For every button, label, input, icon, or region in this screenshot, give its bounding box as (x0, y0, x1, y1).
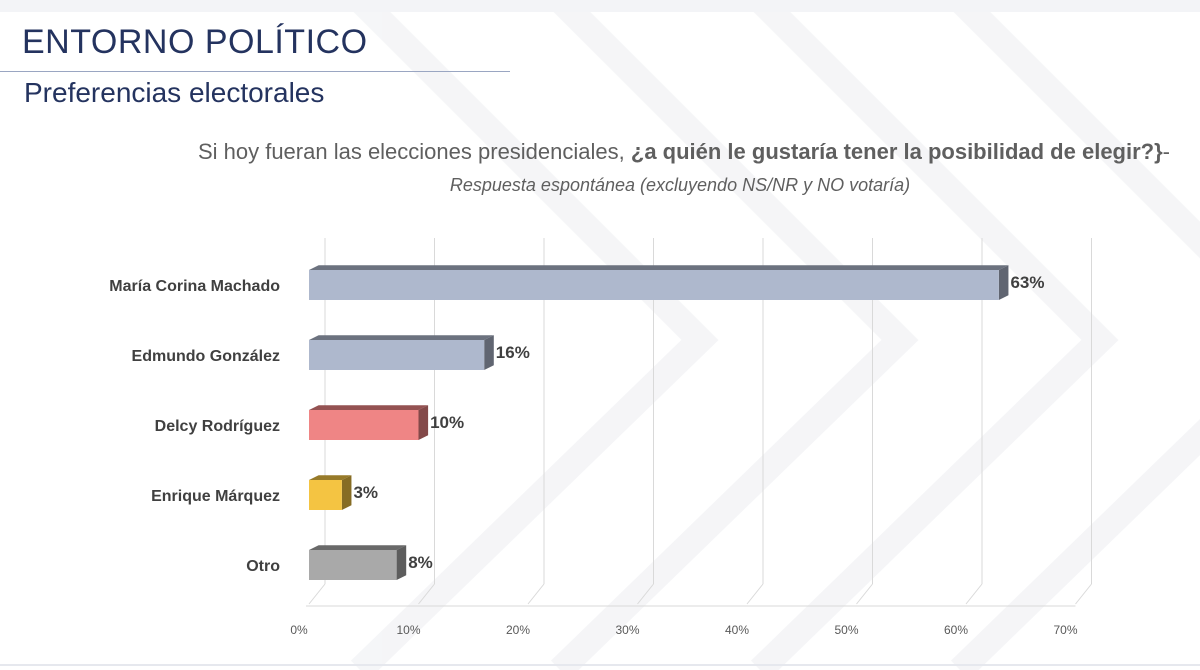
footer-rule (0, 664, 1200, 666)
data-label: 16% (496, 343, 530, 362)
bar-top-face (309, 405, 429, 410)
bar-top-face (309, 265, 1009, 270)
gridline-perspective (746, 583, 764, 605)
gridline-perspective (856, 583, 873, 605)
gridline-perspective (1075, 583, 1092, 605)
bar-side-face (341, 475, 352, 510)
category-label: María Corina Machado (109, 278, 280, 295)
bar-side-face (484, 335, 494, 370)
x-tick-label: 60% (944, 623, 968, 637)
bar-top-face (309, 545, 407, 550)
title-divider (0, 71, 510, 72)
bar (309, 340, 485, 370)
bar-side-face (396, 545, 407, 580)
x-tick-label: 0% (290, 623, 308, 637)
bar (309, 270, 999, 300)
survey-question: Si hoy fueran las elecciones presidencia… (198, 139, 1170, 165)
question-emphasis: ¿a quién le gustaría tener la posibilida… (630, 139, 1163, 164)
bar-top-face (309, 335, 494, 340)
category-label: Enrique Márquez (151, 488, 280, 505)
x-tick-label: 30% (615, 623, 639, 637)
bar (309, 410, 419, 440)
gridline-perspective (965, 583, 983, 605)
bar-side-face (418, 405, 429, 440)
category-label: Delcy Rodríguez (155, 418, 280, 435)
x-tick-label: 50% (834, 623, 858, 637)
page-subtitle: Preferencias electorales (24, 77, 325, 108)
category-label: Otro (246, 558, 280, 575)
bar-top-face (309, 475, 352, 480)
response-note: Respuesta espontánea (excluyendo NS/NR y… (449, 175, 911, 195)
data-label: 10% (430, 413, 464, 432)
x-tick-label: 20% (506, 623, 530, 637)
x-tick-label: 10% (396, 623, 420, 637)
bar (309, 550, 397, 580)
bar-side-face (998, 265, 1009, 300)
data-label: 3% (353, 483, 378, 502)
category-label: Edmundo González (132, 348, 280, 365)
question-tail: - (1162, 139, 1170, 164)
question-lead: Si hoy fueran las elecciones presidencia… (197, 139, 631, 164)
x-tick-label: 70% (1053, 623, 1077, 637)
data-label: 63% (1010, 273, 1044, 292)
gridline-perspective (637, 583, 654, 605)
page-title: ENTORNO POLÍTICO (22, 23, 368, 61)
gridline-perspective (418, 583, 435, 605)
gridline-perspective (527, 583, 545, 605)
data-label: 8% (408, 553, 433, 572)
x-tick-label: 40% (725, 623, 749, 637)
gridline-perspective (308, 583, 326, 605)
bar (309, 480, 342, 510)
